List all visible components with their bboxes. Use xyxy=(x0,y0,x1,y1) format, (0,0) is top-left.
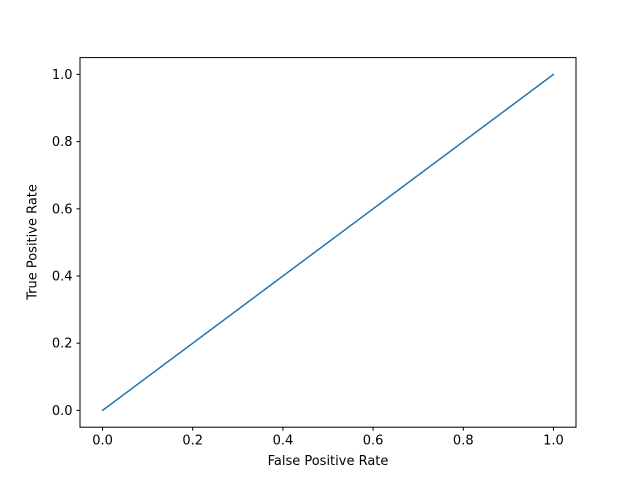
axes-frame xyxy=(79,57,577,428)
y-tick-label: 0.4 xyxy=(52,270,73,285)
y-axis-label: True Positive Rate xyxy=(25,184,41,300)
y-tick-label: 0.8 xyxy=(52,135,73,150)
x-tick-label: 1.0 xyxy=(543,434,564,449)
x-tick-label: 0.8 xyxy=(453,434,474,449)
y-tick-label: 0.6 xyxy=(52,202,73,217)
x-tick-label: 0.2 xyxy=(182,434,203,449)
y-tick-label: 0.2 xyxy=(52,337,73,352)
x-tick-label: 0.6 xyxy=(363,434,384,449)
x-tick-label: 0.4 xyxy=(273,434,294,449)
x-axis-label: False Positive Rate xyxy=(267,454,389,469)
y-tick-label: 0.0 xyxy=(52,404,73,419)
x-tick-label: 0.0 xyxy=(92,434,113,449)
y-tick-label: 1.0 xyxy=(52,68,73,83)
plot-line xyxy=(101,73,555,412)
